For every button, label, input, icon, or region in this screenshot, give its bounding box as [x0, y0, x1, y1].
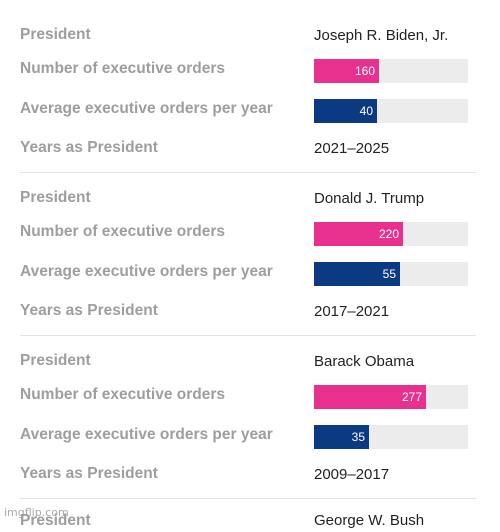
average-bar: 35	[314, 425, 369, 449]
orders-bar-value: 277	[401, 390, 422, 404]
orders-bar: 277	[314, 385, 426, 409]
average-bar-track: 40	[314, 99, 468, 123]
president-field-label: President	[20, 352, 91, 369]
record-divider	[20, 172, 476, 173]
years-field-label: Years as President	[20, 139, 158, 156]
years-field-label: Years as President	[20, 302, 158, 319]
president-record: President Joseph R. Biden, Jr. Number of e…	[0, 22, 500, 184]
orders-bar-value: 220	[378, 227, 399, 241]
orders-field-label: Number of executive orders	[20, 386, 226, 403]
orders-field-label: Number of executive orders	[20, 60, 226, 77]
average-bar-value: 55	[382, 267, 396, 281]
president-field-label: President	[20, 189, 91, 206]
president-value: Barack Obama	[314, 353, 415, 370]
average-bar: 40	[314, 99, 377, 123]
president-value: Joseph R. Biden, Jr.	[314, 27, 449, 44]
average-bar-track: 55	[314, 262, 468, 286]
years-value: 2021–2025	[314, 140, 390, 157]
partial-record: President George W. Bush	[0, 512, 500, 532]
average-bar: 55	[314, 262, 400, 286]
president-record: President Barack Obama Number of executive…	[0, 348, 500, 510]
president-field-label: President	[20, 26, 91, 43]
record-divider	[20, 498, 476, 499]
orders-bar: 220	[314, 222, 403, 246]
average-bar-value: 40	[359, 104, 373, 118]
years-value: 2009–2017	[314, 466, 390, 483]
average-bar-value: 35	[351, 430, 365, 444]
orders-bar-track: 277	[314, 385, 468, 409]
years-value: 2017–2021	[314, 303, 390, 320]
average-bar-track: 35	[314, 425, 468, 449]
average-field-label: Average executive orders per year	[20, 426, 273, 443]
record-divider	[20, 335, 476, 336]
orders-bar-value: 160	[354, 64, 375, 78]
watermark: imgflip.com	[4, 506, 69, 519]
orders-field-label: Number of executive orders	[20, 223, 226, 240]
orders-bar: 160	[314, 59, 379, 83]
orders-bar-track: 220	[314, 222, 468, 246]
average-field-label: Average executive orders per year	[20, 100, 273, 117]
president-value: Donald J. Trump	[314, 190, 425, 207]
average-field-label: Average executive orders per year	[20, 263, 273, 280]
years-field-label: Years as President	[20, 465, 158, 482]
president-record: President Donald J. Trump Number of execut…	[0, 185, 500, 347]
orders-bar-track: 160	[314, 59, 468, 83]
